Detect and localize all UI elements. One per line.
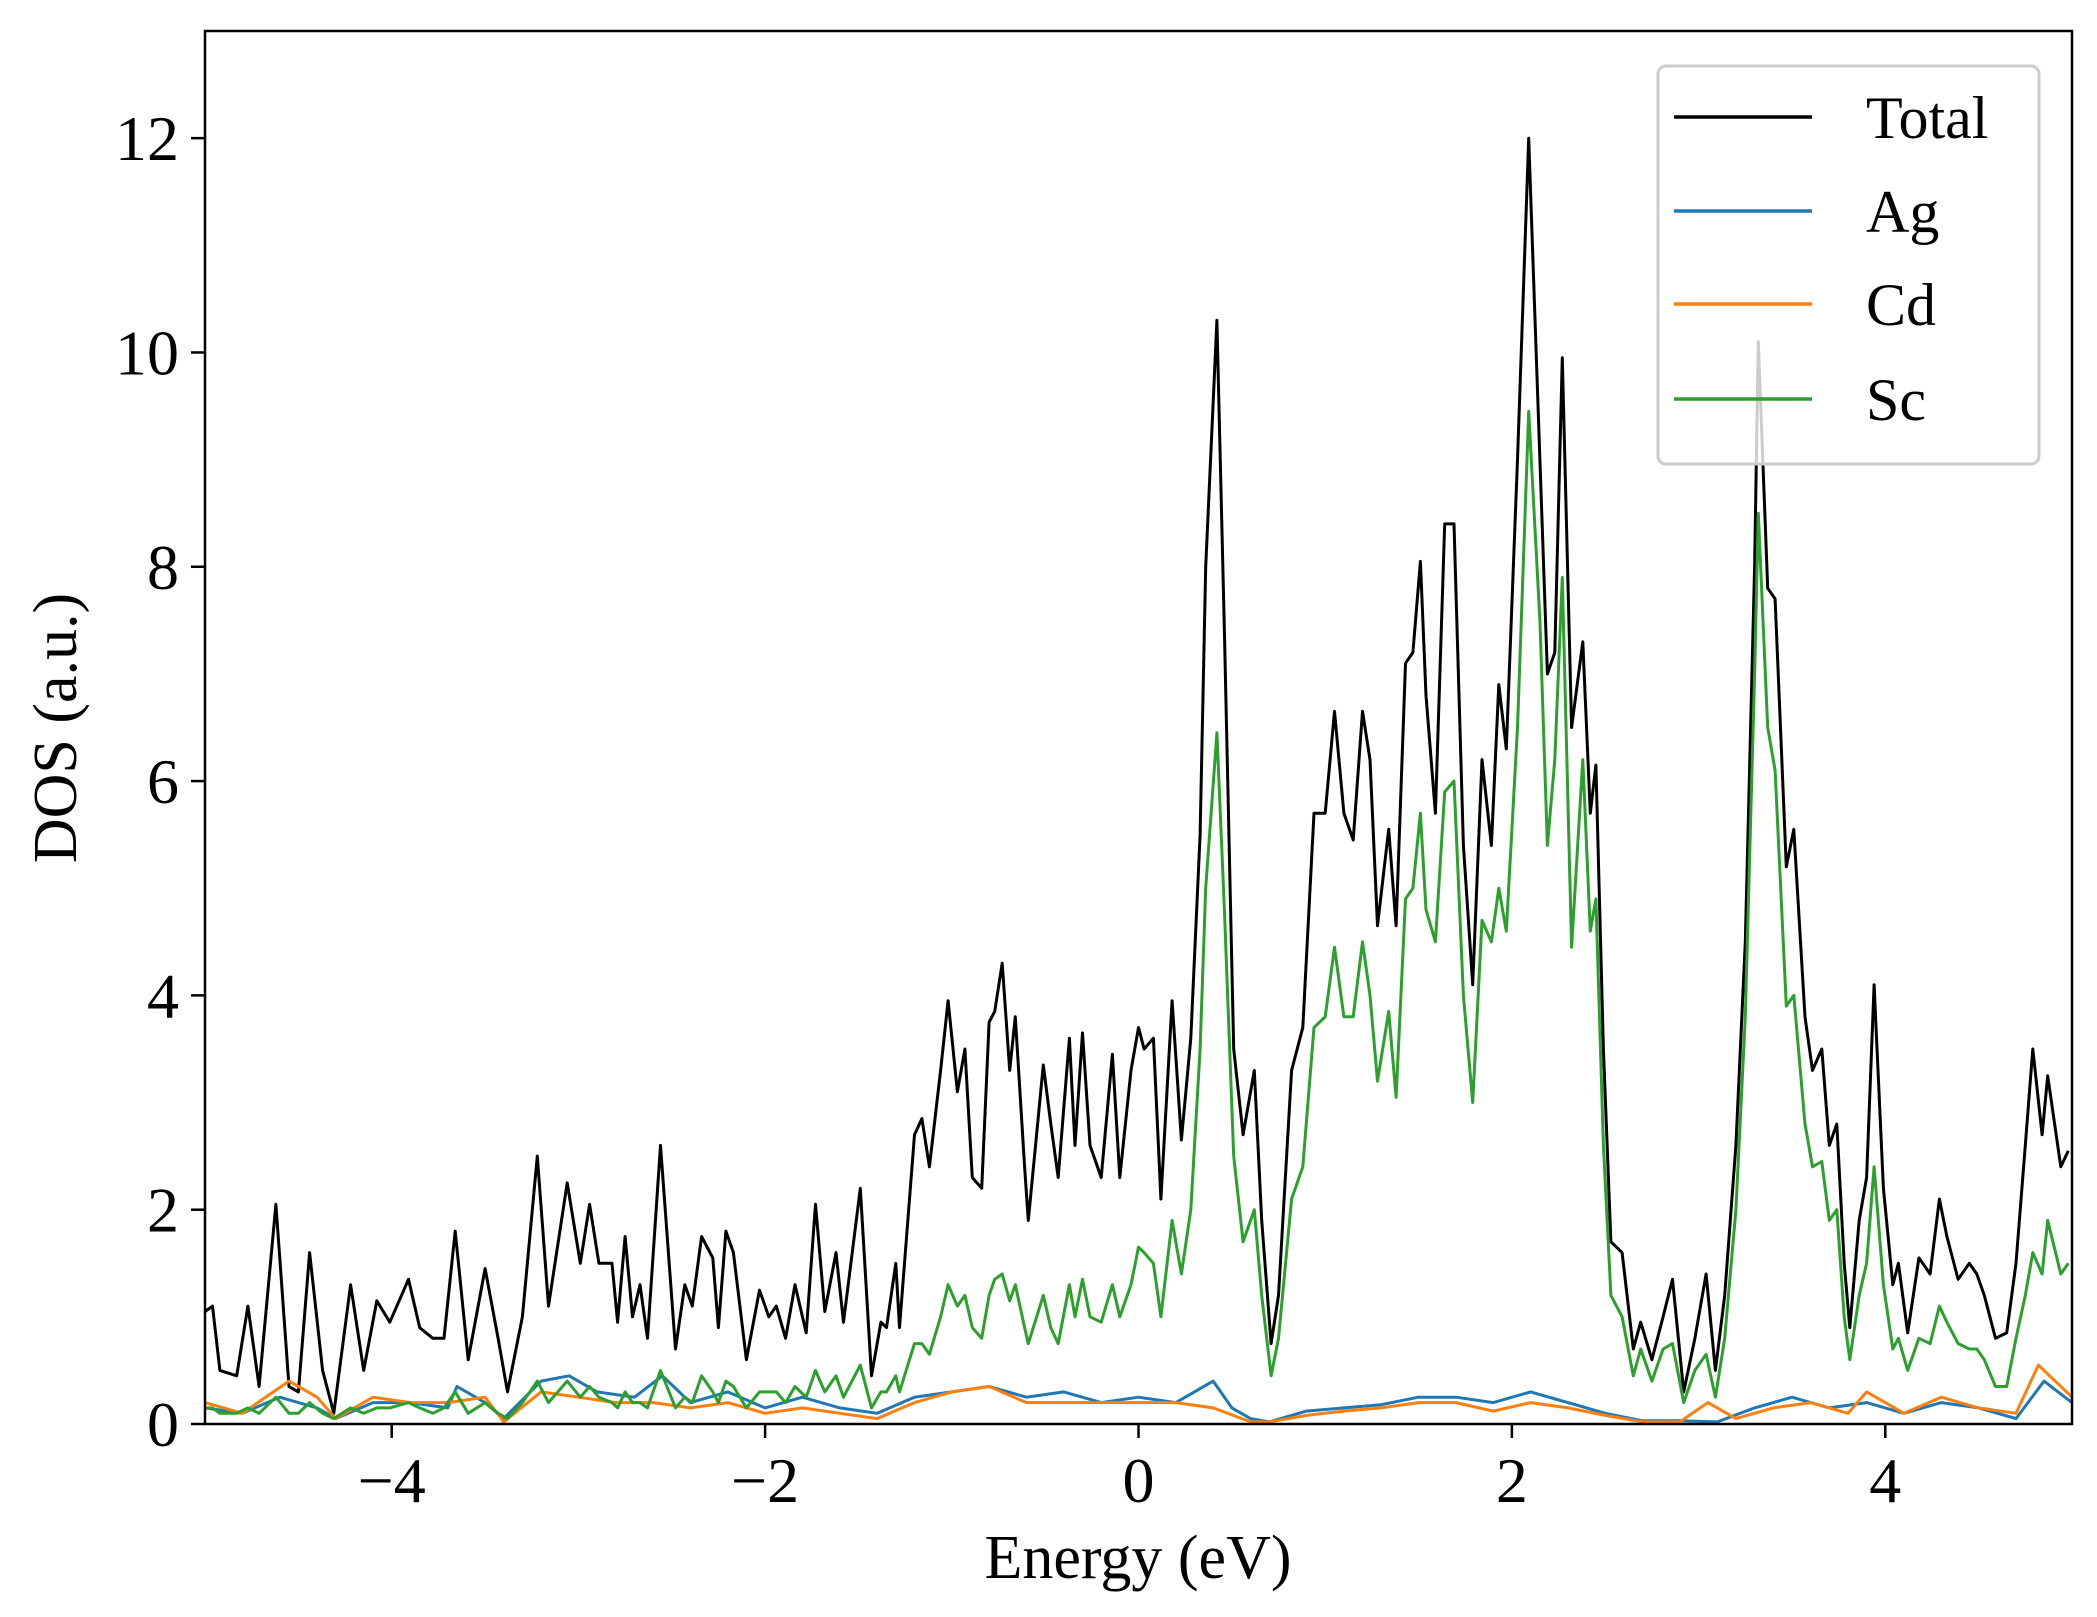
- y-tick-label: 12: [115, 103, 179, 174]
- legend-label-sc: Sc: [1866, 367, 1926, 433]
- legend-box: [1656, 64, 2041, 466]
- y-tick-label: 0: [147, 1389, 179, 1460]
- legend-label-ag: Ag: [1866, 179, 1939, 245]
- x-tick-label: 0: [1123, 1445, 1155, 1516]
- legend: Total Ag Cd Sc: [1656, 64, 2041, 466]
- y-tick-label: 10: [115, 317, 179, 388]
- ticks: −4 −2 0 2 4 0 2 4 6 8 10 12: [115, 103, 1901, 1516]
- y-tick-label: 6: [147, 746, 179, 817]
- x-tick-label: 2: [1496, 1445, 1528, 1516]
- x-tick-label: −4: [358, 1445, 426, 1516]
- y-tick-label: 8: [147, 532, 179, 603]
- x-tick-label: −2: [731, 1445, 799, 1516]
- series-lines: [204, 136, 2074, 1424]
- series-line-cd: [204, 1363, 2074, 1424]
- x-axis-label: Energy (eV): [984, 1524, 1291, 1592]
- series-line-total: [204, 136, 2070, 1415]
- x-tick-label: 4: [1869, 1445, 1901, 1516]
- legend-label-total: Total: [1866, 85, 1988, 151]
- y-tick-label: 2: [147, 1175, 179, 1246]
- series-line-sc: [205, 409, 2070, 1421]
- legend-label-cd: Cd: [1866, 272, 1936, 338]
- y-tick-label: 4: [147, 960, 179, 1031]
- y-axis-label: DOS (a.u.): [22, 593, 90, 863]
